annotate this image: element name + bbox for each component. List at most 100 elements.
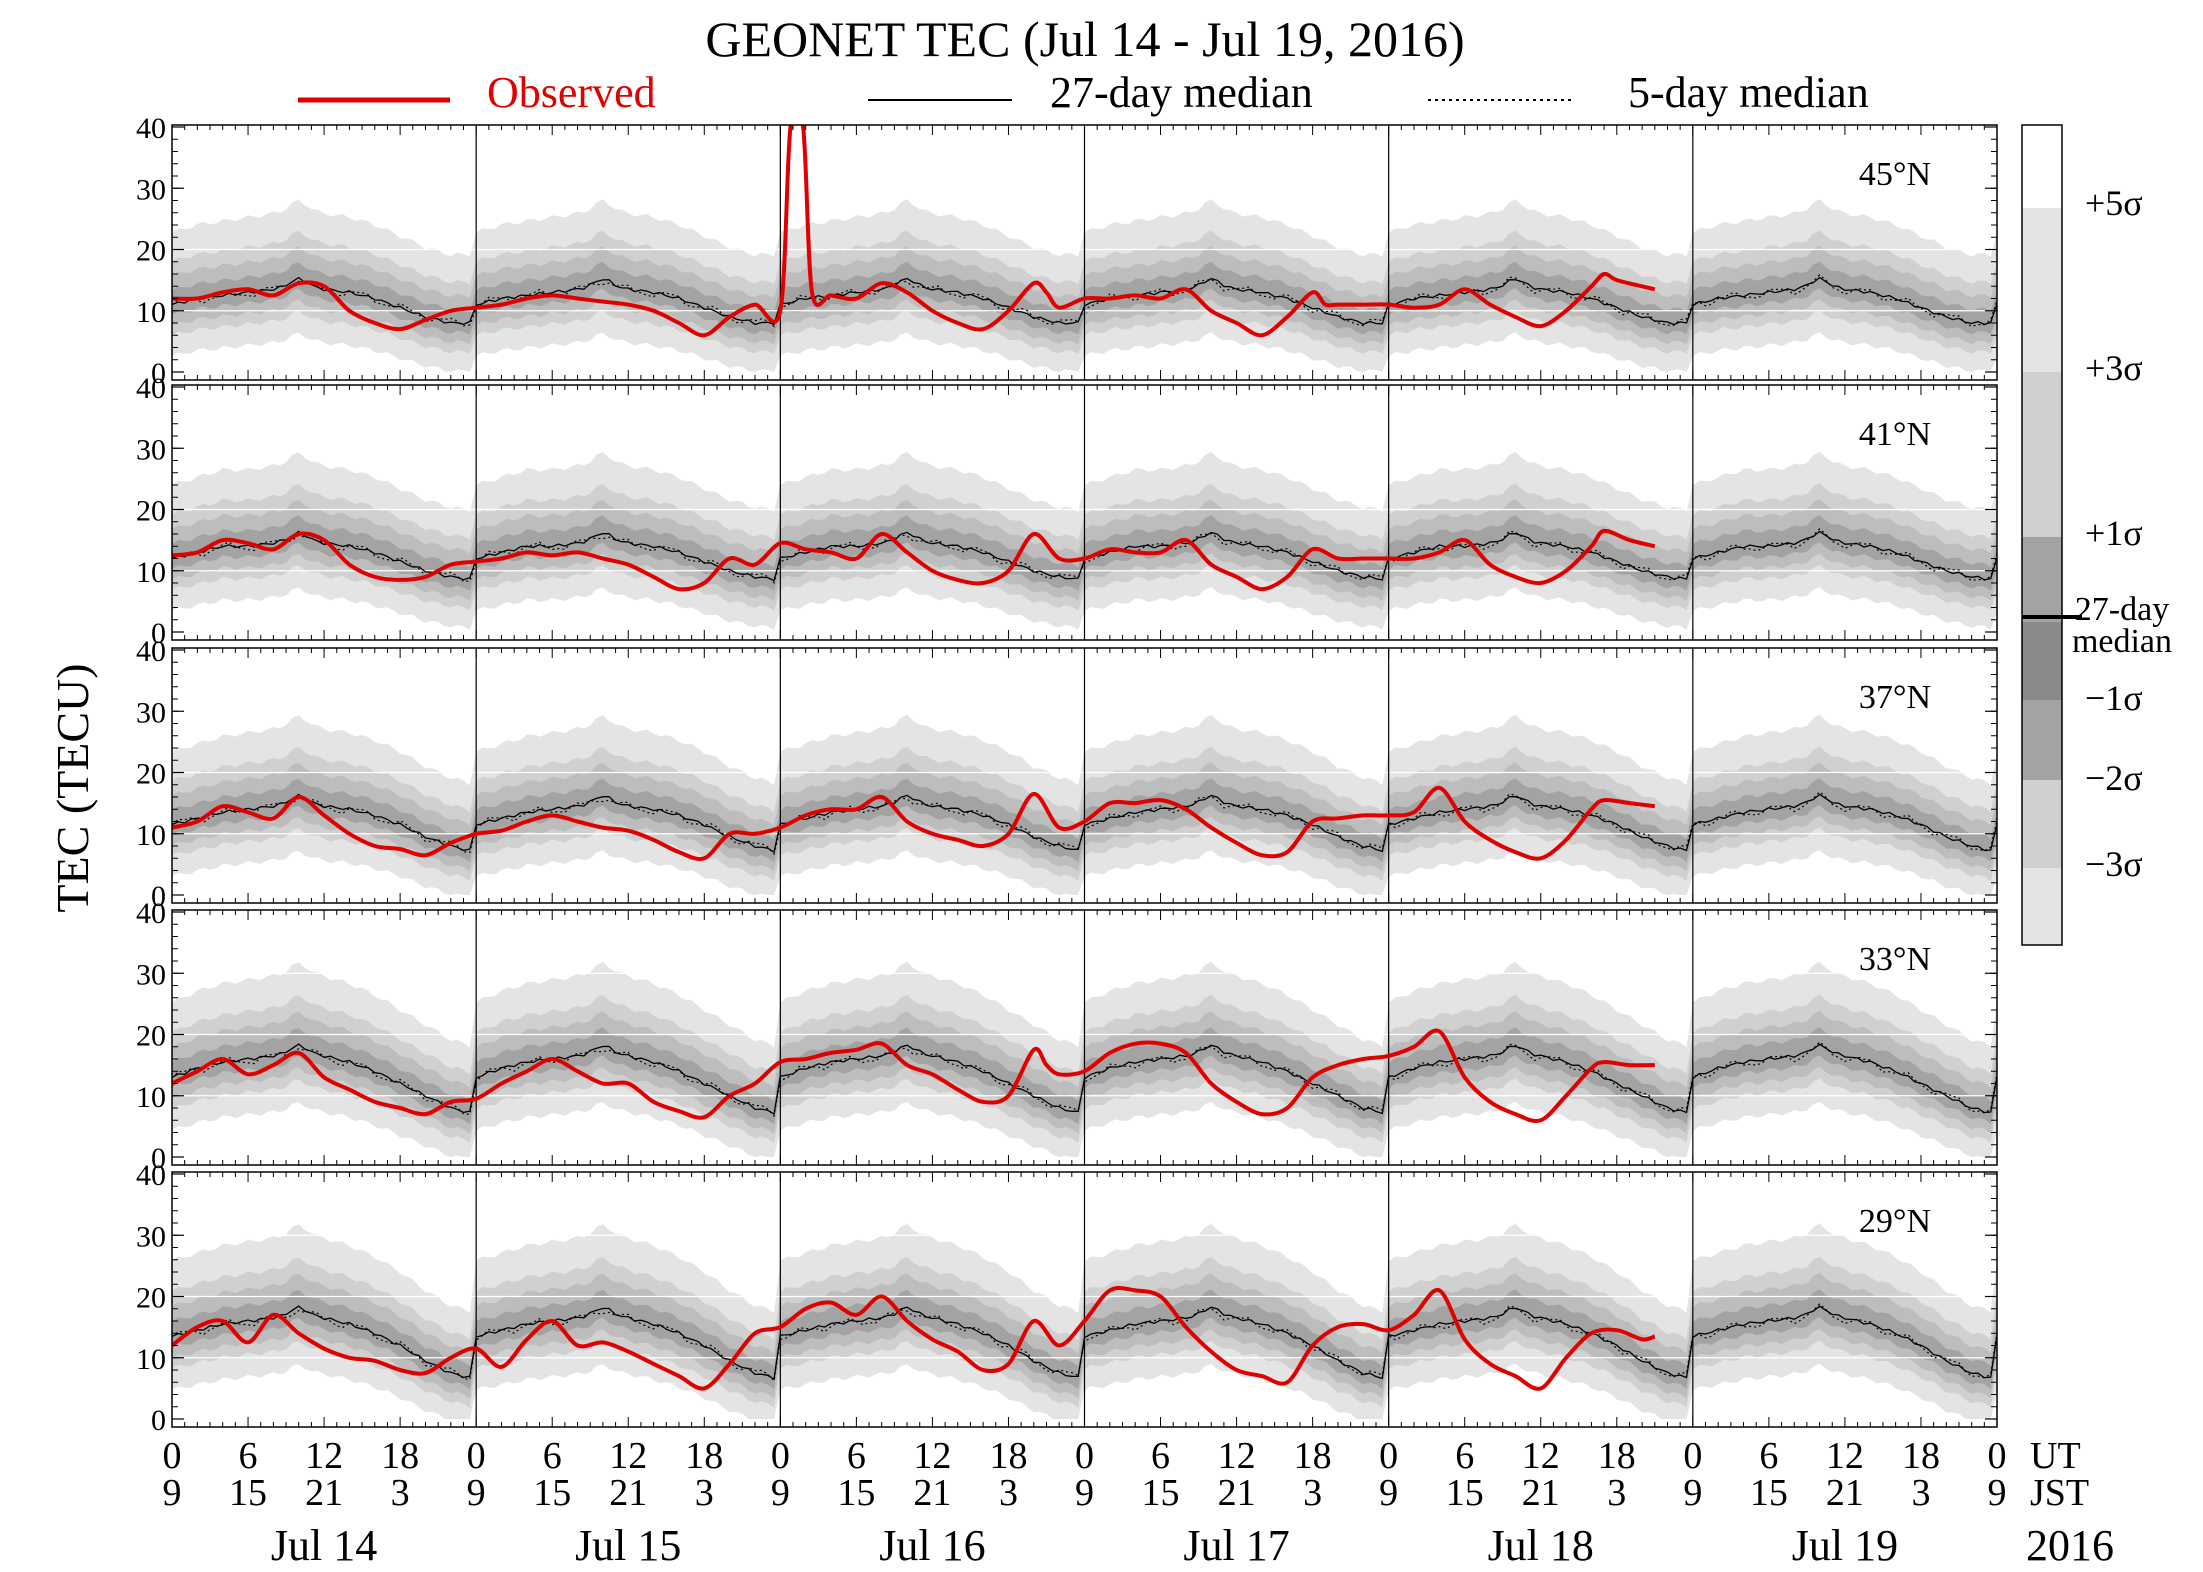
x-tick-label-ut: 18 bbox=[1294, 1435, 1332, 1477]
x-tick-label-jst: 21 bbox=[1826, 1472, 1864, 1514]
panel-5: 0 10 20 30 40 29°N bbox=[136, 1159, 1998, 1437]
y-tick-label: 0 bbox=[151, 357, 166, 390]
5day-median-line bbox=[172, 791, 1997, 856]
x-tick-label-ut: 0 bbox=[1379, 1435, 1398, 1477]
panel-latitude-label: 37°N bbox=[1859, 679, 1931, 716]
y-tick-label: 40 bbox=[136, 897, 166, 930]
panel-1: 0 10 20 30 40 45°N bbox=[136, 112, 1998, 390]
x-tick-label-ut: 12 bbox=[609, 1435, 647, 1477]
x-tick-label-ut: 18 bbox=[685, 1435, 723, 1477]
legend-5day-label: 5-day median bbox=[1628, 68, 1869, 117]
x-tick-label-ut: 6 bbox=[1759, 1435, 1778, 1477]
y-tick-label: 10 bbox=[136, 819, 166, 852]
chart-title: GEONET TEC (Jul 14 - Jul 19, 2016) bbox=[705, 11, 1464, 67]
x-tick-label-jst: 15 bbox=[1142, 1472, 1180, 1514]
day-label: Jul 15 bbox=[575, 1521, 681, 1570]
legend: Observed 27-day median 5-day median bbox=[298, 68, 1869, 117]
y-tick-label: 10 bbox=[136, 1343, 166, 1376]
x-tick-label-ut: 0 bbox=[467, 1435, 486, 1477]
y-tick-label: 20 bbox=[136, 1282, 166, 1315]
x-tick-label-jst: 21 bbox=[1218, 1472, 1256, 1514]
colorbar-segment bbox=[2022, 700, 2062, 780]
jst-label: JST bbox=[2030, 1472, 2089, 1514]
x-tick-label-jst: 3 bbox=[391, 1472, 410, 1514]
x-tick-label-jst: 15 bbox=[837, 1472, 875, 1514]
y-tick-label: 20 bbox=[136, 235, 166, 268]
5day-median-line bbox=[172, 528, 1997, 584]
x-tick-label-ut: 18 bbox=[381, 1435, 419, 1477]
x-tick-label-ut: 12 bbox=[1218, 1435, 1256, 1477]
panel-latitude-label: 41°N bbox=[1859, 416, 1931, 453]
5day-median-line bbox=[172, 274, 1997, 328]
x-tick-label-ut: 6 bbox=[1151, 1435, 1170, 1477]
y-tick-label: 10 bbox=[136, 1081, 166, 1114]
legend-27day-label: 27-day median bbox=[1050, 68, 1313, 117]
27day-median-line bbox=[172, 276, 1997, 326]
colorbar-segment bbox=[2022, 780, 2062, 868]
observed-line bbox=[172, 1285, 1656, 1391]
y-axis-label: TEC (TECU) bbox=[47, 663, 98, 912]
x-tick-label-jst: 3 bbox=[999, 1472, 1018, 1514]
colorbar-segment bbox=[2022, 868, 2062, 945]
x-tick-label-jst: 15 bbox=[229, 1472, 267, 1514]
y-tick-label: 20 bbox=[136, 1020, 166, 1053]
x-tick-label-jst: 9 bbox=[467, 1472, 486, 1514]
day-label: Jul 16 bbox=[879, 1521, 985, 1570]
y-tick-label: 0 bbox=[151, 617, 166, 650]
y-tick-label: 40 bbox=[136, 635, 166, 668]
colorbar-segment bbox=[2022, 372, 2062, 537]
legend-observed-label: Observed bbox=[487, 68, 656, 117]
y-tick-label: 30 bbox=[136, 173, 166, 206]
x-tick-label-jst: 15 bbox=[533, 1472, 571, 1514]
x-tick-label-ut: 12 bbox=[305, 1435, 343, 1477]
x-tick-label-ut: 6 bbox=[847, 1435, 866, 1477]
panel-latitude-label: 33°N bbox=[1859, 941, 1931, 978]
sigma-colorbar: +5σ +3σ +1σ −1σ −2σ −3σ bbox=[2021, 124, 2143, 946]
y-tick-label: 0 bbox=[151, 880, 166, 913]
x-tick-label-ut: 12 bbox=[1826, 1435, 1864, 1477]
x-tick-label-ut: 0 bbox=[771, 1435, 790, 1477]
panel-4: 0 10 20 30 40 33°N bbox=[136, 897, 1998, 1175]
day-label: Jul 17 bbox=[1183, 1521, 1289, 1570]
colorbar-label: +1σ bbox=[2085, 513, 2143, 553]
y-tick-label: 0 bbox=[151, 1404, 166, 1437]
observed-line bbox=[172, 528, 1656, 592]
x-tick-label-jst: 21 bbox=[1522, 1472, 1560, 1514]
panel-latitude-label: 45°N bbox=[1859, 156, 1931, 193]
colorbar-median-label-2: median bbox=[2072, 623, 2172, 660]
x-tick-label-ut: 18 bbox=[989, 1435, 1027, 1477]
x-tick-label-jst: 3 bbox=[1303, 1472, 1322, 1514]
colorbar-segment bbox=[2022, 622, 2062, 700]
colorbar-label: +3σ bbox=[2085, 348, 2143, 388]
x-tick-label-ut: 0 bbox=[163, 1435, 182, 1477]
27day-median-line bbox=[172, 1043, 1997, 1116]
x-tick-label-jst: 15 bbox=[1446, 1472, 1484, 1514]
x-tick-label-jst: 21 bbox=[609, 1472, 647, 1514]
day-label: Jul 18 bbox=[1488, 1521, 1594, 1570]
x-tick-label-jst: 9 bbox=[1075, 1472, 1094, 1514]
x-tick-label-ut: 18 bbox=[1902, 1435, 1940, 1477]
x-tick-label-jst: 3 bbox=[695, 1472, 714, 1514]
27day-median-line bbox=[172, 1305, 1997, 1381]
y-tick-label: 10 bbox=[136, 296, 166, 329]
27day-median-line bbox=[172, 793, 1997, 854]
x-tick-label-jst: 3 bbox=[1607, 1472, 1626, 1514]
y-tick-label: 20 bbox=[136, 758, 166, 791]
colorbar-median-label-1: 27-day bbox=[2075, 591, 2169, 628]
y-tick-label: 20 bbox=[136, 495, 166, 528]
y-tick-label: 40 bbox=[136, 112, 166, 145]
panel-latitude-label: 29°N bbox=[1859, 1203, 1931, 1240]
colorbar-label: −1σ bbox=[2085, 678, 2143, 718]
x-tick-label-ut: 18 bbox=[1598, 1435, 1636, 1477]
y-tick-label: 40 bbox=[136, 372, 166, 405]
x-tick-label-ut: 6 bbox=[543, 1435, 562, 1477]
day-label: Jul 19 bbox=[1792, 1521, 1898, 1570]
y-tick-label: 30 bbox=[136, 696, 166, 729]
observed-line bbox=[172, 1028, 1655, 1123]
x-tick-label-ut: 6 bbox=[1455, 1435, 1474, 1477]
y-tick-label: 30 bbox=[136, 1220, 166, 1253]
colorbar-frame bbox=[2021, 124, 2063, 946]
y-tick-label: 40 bbox=[136, 1159, 166, 1192]
colorbar-label: −2σ bbox=[2085, 758, 2143, 798]
